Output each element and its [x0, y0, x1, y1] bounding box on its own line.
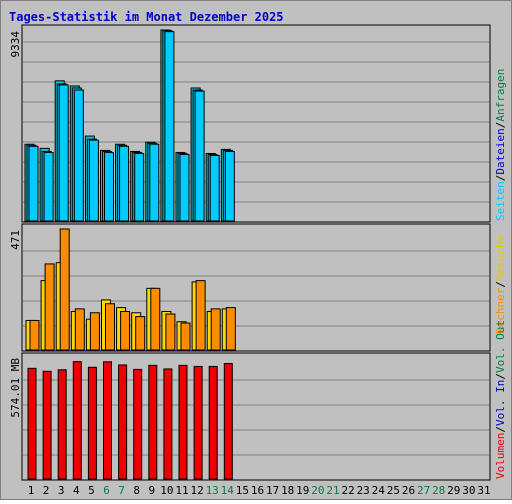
- day-label-9: 9: [148, 484, 155, 497]
- visits-bar-rechner-day-5: [89, 312, 100, 351]
- day-label-6: 6: [103, 484, 110, 497]
- requests-bar-seiten-day-9: [149, 143, 160, 222]
- requests-bar-seiten-day-14: [224, 150, 235, 222]
- visits-bar-rechner-day-3: [59, 228, 70, 351]
- visits-bar-rechner-day-14: [225, 307, 236, 351]
- day-label-25: 25: [387, 484, 400, 497]
- visits-bar-rechner-day-9: [150, 287, 161, 351]
- day-label-2: 2: [43, 484, 50, 497]
- volume-bar-volumen-day-6: [103, 361, 112, 480]
- day-label-8: 8: [133, 484, 140, 497]
- requests-bar-seiten-day-2: [43, 151, 54, 222]
- volume-bar-volumen-day-13: [208, 365, 218, 480]
- day-label-14: 14: [221, 484, 235, 497]
- legend-volumen: Volumen: [494, 433, 507, 479]
- visits-bar-rechner-day-4: [74, 308, 85, 351]
- legend-anfragen: Anfragen: [494, 69, 507, 122]
- bars: [24, 29, 236, 480]
- volume-bar-volumen-day-5: [87, 366, 97, 480]
- legend-rechner: Rechner: [494, 287, 507, 334]
- requests-panel: [21, 24, 491, 223]
- day-label-15: 15: [236, 484, 249, 497]
- legend-visits: Rechner/Besuche: [494, 235, 507, 334]
- visits-bar-rechner-day-11: [180, 322, 191, 351]
- day-label-18: 18: [281, 484, 294, 497]
- requests-ymax-label: 9334: [9, 31, 22, 58]
- volume-bar-volumen-day-1: [27, 367, 37, 480]
- legend-requests: Seiten/Dateien/Anfragen: [494, 69, 507, 221]
- day-label-19: 19: [296, 484, 309, 497]
- visits-bar-rechner-day-2: [44, 263, 55, 351]
- visits-bar-rechner-day-7: [120, 310, 131, 351]
- day-label-30: 30: [462, 484, 475, 497]
- legend-dateien: Dateien: [494, 128, 507, 174]
- day-label-24: 24: [372, 484, 386, 497]
- requests-bar-seiten-day-11: [179, 153, 190, 222]
- day-label-11: 11: [175, 484, 188, 497]
- day-label-23: 23: [357, 484, 370, 497]
- legend-vol-out: Vol.: [494, 347, 507, 374]
- day-label-7: 7: [118, 484, 125, 497]
- x-axis-day-labels: 1 2 3 4 5 6 7 8 9 10 11 12 13 14 15 16 17 18 19 20 21 22 23 24 2…: [28, 484, 491, 497]
- day-label-21: 21: [326, 484, 339, 497]
- volume-bar-volumen-day-7: [118, 364, 128, 480]
- chart-title: Tages-Statistik im Monat Dezember 2025: [9, 10, 284, 24]
- volume-panel: [21, 352, 491, 481]
- day-label-1: 1: [28, 484, 35, 497]
- volume-bar-volumen-day-9: [148, 364, 158, 480]
- legend-volume: Volumen/Vol. In/Vol. Out: [494, 320, 507, 479]
- volume-ymax-label: 574.01 MB: [9, 358, 22, 418]
- requests-bar-seiten-day-10: [164, 31, 175, 222]
- day-label-26: 26: [402, 484, 415, 497]
- volume-bar-volumen-day-11: [178, 364, 188, 480]
- day-label-17: 17: [266, 484, 279, 497]
- volume-bar-volumen-day-10: [163, 368, 173, 480]
- requests-bar-seiten-day-4: [73, 89, 84, 222]
- volume-bar-volumen-day-4: [72, 361, 82, 480]
- legend-besuche: Besuche: [494, 235, 507, 281]
- day-label-13: 13: [206, 484, 219, 497]
- day-label-31: 31: [477, 484, 490, 497]
- visits-bar-rechner-day-10: [165, 313, 176, 351]
- day-label-20: 20: [311, 484, 324, 497]
- day-label-4: 4: [73, 484, 80, 497]
- volume-bar-volumen-day-12: [193, 365, 203, 480]
- visits-ymax-label: 471: [9, 230, 22, 250]
- requests-bar-seiten-day-1: [28, 145, 39, 222]
- visits-bar-rechner-day-6: [105, 303, 115, 351]
- requests-bar-seiten-day-5: [88, 139, 99, 222]
- requests-bar-seiten-day-12: [194, 90, 205, 222]
- day-label-5: 5: [88, 484, 95, 497]
- requests-bar-seiten-day-6: [104, 151, 114, 222]
- day-label-16: 16: [251, 484, 264, 497]
- requests-bar-seiten-day-13: [209, 155, 220, 222]
- volume-bar-volumen-day-8: [133, 368, 143, 480]
- visits-bar-rechner-day-8: [135, 316, 146, 351]
- requests-bar-seiten-day-8: [134, 152, 145, 222]
- day-label-27: 27: [417, 484, 430, 497]
- volume-bar-volumen-day-2: [42, 370, 52, 480]
- legend-vol-in: Vol.: [494, 400, 507, 427]
- day-label-22: 22: [341, 484, 354, 497]
- requests-bar-seiten-day-3: [58, 84, 69, 222]
- day-label-29: 29: [447, 484, 460, 497]
- day-label-28: 28: [432, 484, 445, 497]
- visits-bar-rechner-day-12: [195, 280, 206, 351]
- visits-bar-rechner-day-13: [210, 308, 221, 351]
- visits-bar-rechner-day-1: [29, 319, 40, 351]
- requests-bar-seiten-day-7: [119, 145, 130, 222]
- volume-bar-volumen-day-14: [223, 362, 233, 480]
- day-label-3: 3: [58, 484, 65, 497]
- volume-bar-volumen-day-3: [57, 369, 67, 480]
- visits-panel: [21, 223, 491, 352]
- day-label-12: 12: [190, 484, 203, 497]
- day-label-10: 10: [160, 484, 173, 497]
- legend-seiten: Seiten: [494, 181, 507, 221]
